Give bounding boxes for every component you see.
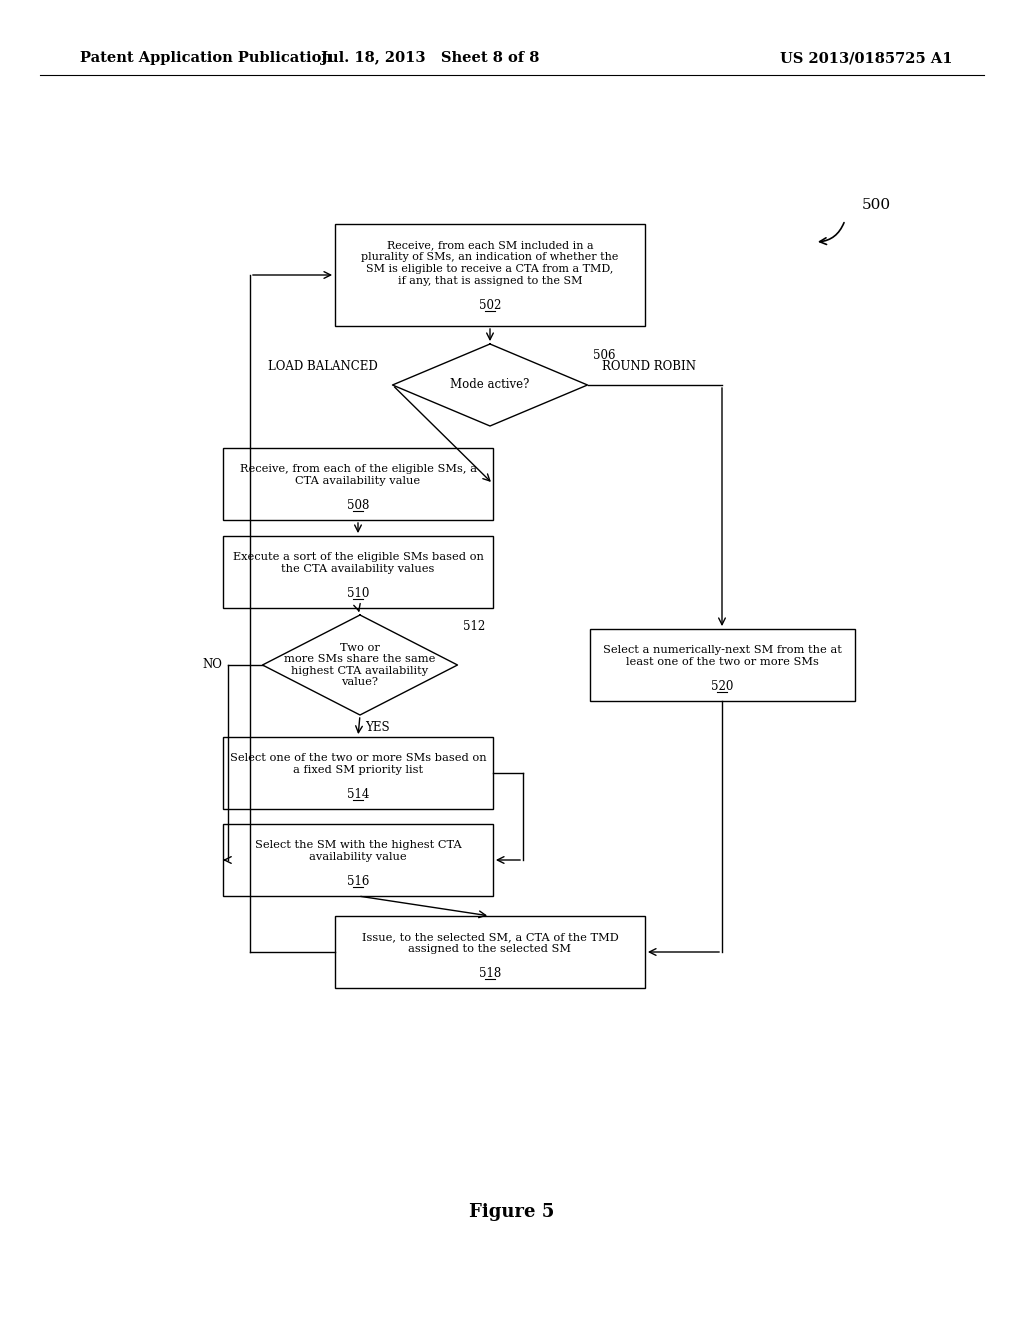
Text: 518: 518 <box>479 968 501 979</box>
FancyBboxPatch shape <box>335 916 645 987</box>
Text: 514: 514 <box>347 788 370 801</box>
Text: Jul. 18, 2013   Sheet 8 of 8: Jul. 18, 2013 Sheet 8 of 8 <box>321 51 540 65</box>
Polygon shape <box>262 615 458 715</box>
Text: LOAD BALANCED: LOAD BALANCED <box>267 360 378 374</box>
Text: Receive, from each of the eligible SMs, a
CTA availability value: Receive, from each of the eligible SMs, … <box>240 465 476 486</box>
Text: YES: YES <box>365 721 389 734</box>
Text: Receive, from each SM included in a
plurality of SMs, an indication of whether t: Receive, from each SM included in a plur… <box>361 240 618 285</box>
Text: 510: 510 <box>347 587 370 601</box>
Text: Mode active?: Mode active? <box>451 379 529 392</box>
Polygon shape <box>392 345 588 426</box>
Text: NO: NO <box>203 659 222 672</box>
Text: Select the SM with the highest CTA
availability value: Select the SM with the highest CTA avail… <box>255 841 462 862</box>
FancyArrowPatch shape <box>819 223 844 244</box>
Text: Select one of the two or more SMs based on
a fixed SM priority list: Select one of the two or more SMs based … <box>229 754 486 775</box>
Text: 516: 516 <box>347 875 370 888</box>
FancyBboxPatch shape <box>335 224 645 326</box>
Text: Execute a sort of the eligible SMs based on
the CTA availability values: Execute a sort of the eligible SMs based… <box>232 552 483 574</box>
Text: Figure 5: Figure 5 <box>469 1203 555 1221</box>
Text: 512: 512 <box>463 620 484 634</box>
FancyBboxPatch shape <box>223 737 493 809</box>
Text: US 2013/0185725 A1: US 2013/0185725 A1 <box>780 51 952 65</box>
Text: ROUND ROBIN: ROUND ROBIN <box>602 360 696 374</box>
FancyBboxPatch shape <box>590 630 854 701</box>
Text: Patent Application Publication: Patent Application Publication <box>80 51 332 65</box>
Text: 508: 508 <box>347 499 370 512</box>
Text: 500: 500 <box>862 198 891 213</box>
FancyBboxPatch shape <box>223 536 493 609</box>
Text: Two or
more SMs share the same
highest CTA availability
value?: Two or more SMs share the same highest C… <box>285 643 435 688</box>
Text: 520: 520 <box>711 680 733 693</box>
FancyBboxPatch shape <box>223 824 493 896</box>
Text: Select a numerically-next SM from the at
least one of the two or more SMs: Select a numerically-next SM from the at… <box>602 645 842 668</box>
FancyBboxPatch shape <box>223 447 493 520</box>
Text: Issue, to the selected SM, a CTA of the TMD
assigned to the selected SM: Issue, to the selected SM, a CTA of the … <box>361 932 618 954</box>
Text: 502: 502 <box>479 300 501 312</box>
Text: 506: 506 <box>593 348 615 362</box>
